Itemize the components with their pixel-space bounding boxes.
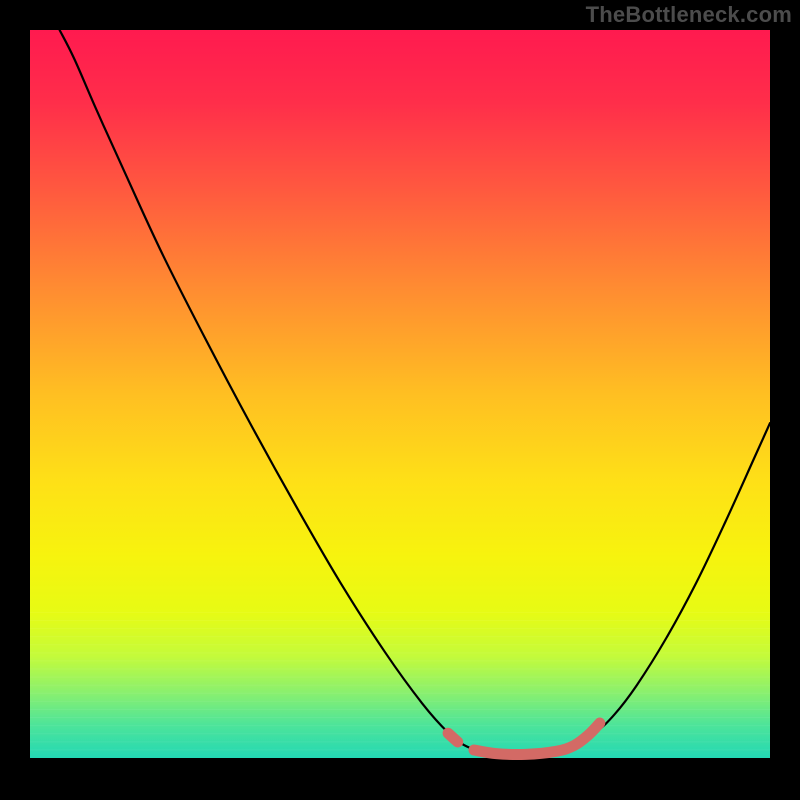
attribution-label: TheBottleneck.com	[586, 2, 792, 28]
chart-frame	[30, 30, 770, 770]
chart-svg	[30, 30, 770, 770]
highlight-segment-0	[448, 733, 458, 742]
